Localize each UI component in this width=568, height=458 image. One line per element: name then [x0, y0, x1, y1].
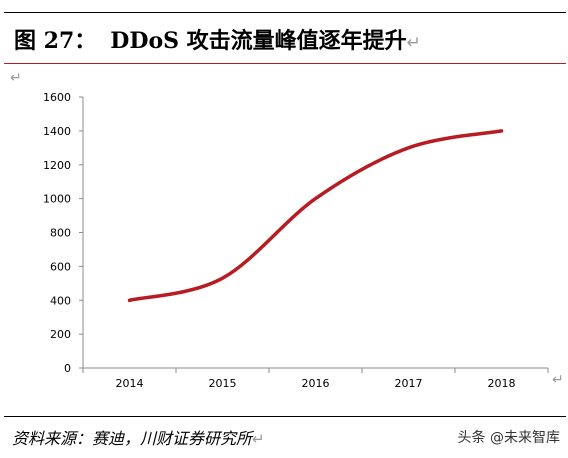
y-tick-label: 800: [50, 227, 71, 240]
x-tick-labels: 2014 2015 2016 2017 2018: [116, 377, 516, 390]
series-line: [127, 129, 504, 303]
bottom-rule: [4, 416, 566, 417]
y-tick-label: 0: [64, 362, 71, 375]
source-text: 资料来源：赛迪，川财证券研究所: [12, 429, 253, 448]
chart-series: [127, 129, 504, 303]
figure-title: 图 27： DDoS 攻击流量峰值逐年提升↵: [14, 24, 421, 58]
return-mark-source: ↵: [252, 430, 265, 448]
source-note: 资料来源：赛迪，川财证券研究所↵: [12, 425, 265, 449]
top-rule: [4, 12, 566, 13]
figure-label: 图 27：: [14, 28, 97, 54]
x-tick-label: 2018: [488, 377, 516, 390]
watermark: 头条 @未来智库: [457, 430, 560, 446]
chart-axes: [79, 96, 549, 373]
y-tick-label: 1600: [43, 91, 71, 104]
return-mark-top: ↵: [10, 70, 22, 86]
return-mark: ↵: [406, 33, 421, 53]
x-tick-label: 2016: [302, 377, 330, 390]
x-tick-label: 2017: [395, 377, 423, 390]
y-tick-label: 1000: [43, 193, 71, 206]
x-tick-label: 2014: [116, 377, 144, 390]
y-tick-label: 400: [50, 294, 71, 307]
y-tick-labels: 0 200 400 600 800 1000 1200 1400 1600: [43, 91, 71, 375]
y-tick-label: 600: [50, 260, 71, 273]
figure-title-text: DDoS 攻击流量峰值逐年提升: [110, 28, 407, 54]
x-tick-label: 2015: [209, 377, 237, 390]
y-tick-label: 1400: [43, 125, 71, 138]
y-tick-label: 200: [50, 328, 71, 341]
y-tick-label: 1200: [43, 159, 71, 172]
title-rule: [4, 63, 566, 64]
return-mark-axis: ↵: [552, 372, 564, 388]
